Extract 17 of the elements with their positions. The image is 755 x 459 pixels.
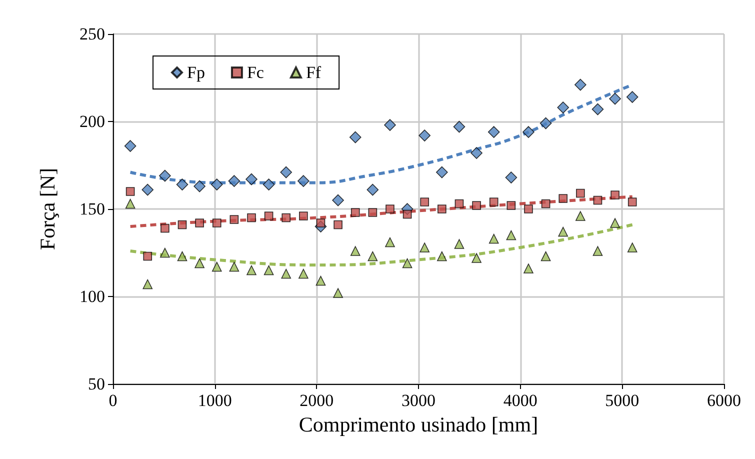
x-tick-label: 2000 bbox=[300, 391, 334, 410]
legend-label: Fc bbox=[246, 63, 264, 82]
x-tick-label: 6000 bbox=[707, 391, 741, 410]
x-tick-label: 0 bbox=[108, 391, 118, 410]
legend-label: Ff bbox=[306, 63, 322, 82]
x-tick-label: 5000 bbox=[605, 391, 640, 410]
y-tick-label: 200 bbox=[80, 112, 105, 131]
y-tick-label: 150 bbox=[80, 200, 105, 218]
x-axis-title: Comprimento usinado [mm] bbox=[298, 412, 538, 436]
y-tick-label: 100 bbox=[80, 287, 105, 306]
y-tick-label: 250 bbox=[80, 24, 105, 44]
y-axis-title: Força [N] bbox=[36, 168, 60, 250]
y-tick-label: 50 bbox=[88, 374, 105, 394]
legend-label: Fp bbox=[187, 63, 205, 82]
x-tick-label: 4000 bbox=[503, 391, 538, 410]
x-tick-label: 1000 bbox=[198, 391, 232, 410]
x-tick-label: 3000 bbox=[402, 391, 436, 410]
